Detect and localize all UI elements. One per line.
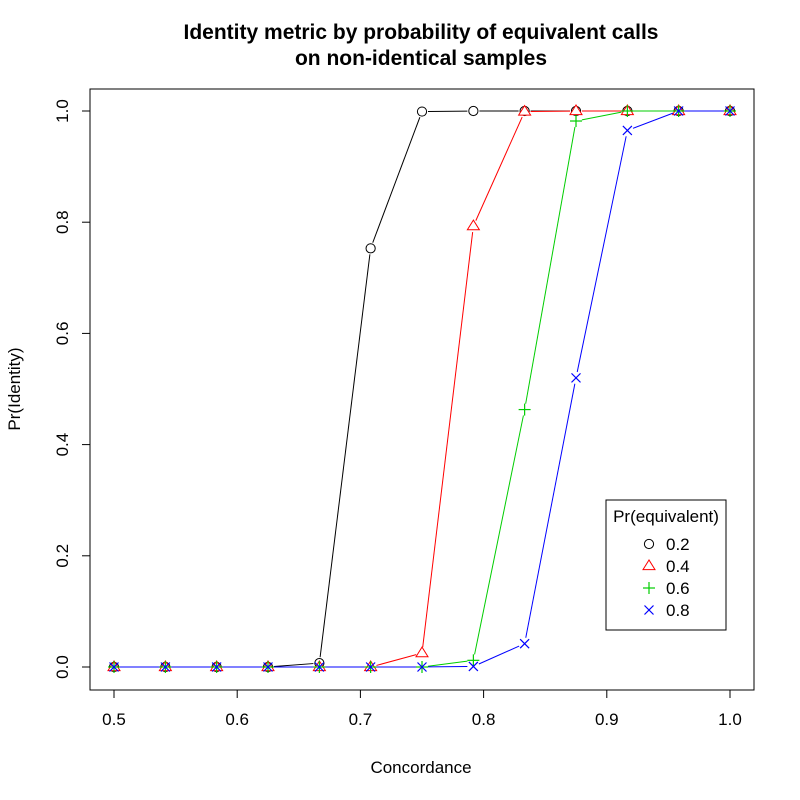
x-axis-label: Concordance (370, 758, 471, 777)
legend-marker-b (644, 605, 654, 615)
data-point (263, 662, 273, 672)
data-point-b (263, 662, 273, 672)
x-tick-label: 0.9 (595, 710, 619, 729)
chart-title: Identity metric by probability of equiva… (184, 21, 659, 44)
y-tick-label: 0.2 (53, 544, 72, 568)
data-point (417, 662, 427, 672)
data-point-b (211, 662, 222, 672)
legend-entry: 0.2 (666, 535, 690, 554)
data-point (416, 106, 428, 117)
x-tick-label: 0.5 (102, 710, 126, 729)
y-tick-label: 0.8 (53, 210, 72, 234)
series-line-segment (273, 663, 314, 668)
data-point (518, 403, 531, 416)
data-point-b (622, 125, 633, 136)
data-point-b (365, 662, 376, 672)
x-tick-label: 0.6 (225, 710, 249, 729)
series-line-segment (427, 660, 468, 667)
data-point (622, 125, 633, 136)
series-line-segment (632, 112, 674, 129)
plot-layer: 0.5 0.6 0.7 0.8 0.9 1.0 0.0 0.2 0.4 0.6 0.8 1.0 (53, 88, 755, 729)
data-point (365, 662, 376, 672)
data-point-b (673, 106, 684, 116)
data-point (673, 106, 684, 116)
series-line-segment (525, 383, 576, 638)
series-line-segment (376, 654, 417, 666)
data-point (519, 638, 530, 649)
legend-marker (642, 559, 656, 571)
data-point (621, 105, 634, 117)
data-point-b (160, 662, 171, 672)
data-point (517, 104, 532, 116)
x-tick-label: 0.8 (472, 710, 496, 729)
data-point (365, 243, 376, 254)
series-line-segment (581, 111, 622, 121)
legend: Pr(equivalent) 0.2 0.4 0.6 0.8 (605, 499, 727, 631)
legend-entry: 0.4 (666, 557, 690, 576)
legend-marker (643, 582, 655, 594)
data-point (109, 662, 119, 672)
data-point (467, 654, 480, 667)
data-point-b (468, 661, 479, 672)
x-tick-label: 0.7 (349, 710, 373, 729)
data-point (314, 662, 325, 672)
legend-entry: 0.6 (666, 579, 690, 598)
y-axis-label: Pr(Identity) (5, 347, 24, 430)
y-tick-label: 1.0 (53, 99, 72, 123)
y-tick-label: 0.4 (53, 433, 72, 457)
series-line-segment (474, 415, 524, 655)
legend-box (605, 499, 727, 631)
series-line-segment (422, 231, 474, 648)
series-line-segment (475, 116, 523, 221)
data-point-b (109, 662, 119, 672)
series-line-segment (478, 645, 520, 665)
data-point (569, 104, 583, 116)
y-tick-label: 0.6 (53, 322, 72, 346)
series-0.8 (109, 106, 735, 672)
data-point (571, 372, 581, 383)
data-point (466, 219, 481, 231)
legend-entry: 0.8 (666, 601, 690, 620)
data-point-b (519, 638, 530, 649)
data-point-b (571, 372, 581, 383)
data-point-b (417, 662, 427, 672)
series-line-segment (372, 116, 421, 243)
x-tick-label: 1.0 (718, 710, 742, 729)
series-line-segment (525, 126, 576, 404)
data-point (570, 115, 582, 128)
legend-marker (644, 605, 654, 615)
series-line-segment (319, 254, 371, 658)
data-point (160, 662, 171, 672)
data-point (725, 106, 735, 116)
legend-title: Pr(equivalent) (613, 507, 719, 526)
data-point (415, 646, 429, 658)
data-point (468, 105, 479, 117)
plot-frame (89, 88, 755, 691)
chart-subtitle: on non-identical samples (295, 47, 547, 70)
y-tick-label: 0.0 (53, 655, 72, 679)
data-point-b (725, 106, 735, 116)
legend-marker (643, 538, 655, 550)
data-point (468, 661, 479, 672)
data-point (211, 662, 222, 672)
data-point-b (314, 662, 325, 672)
series-line-segment (576, 136, 627, 373)
